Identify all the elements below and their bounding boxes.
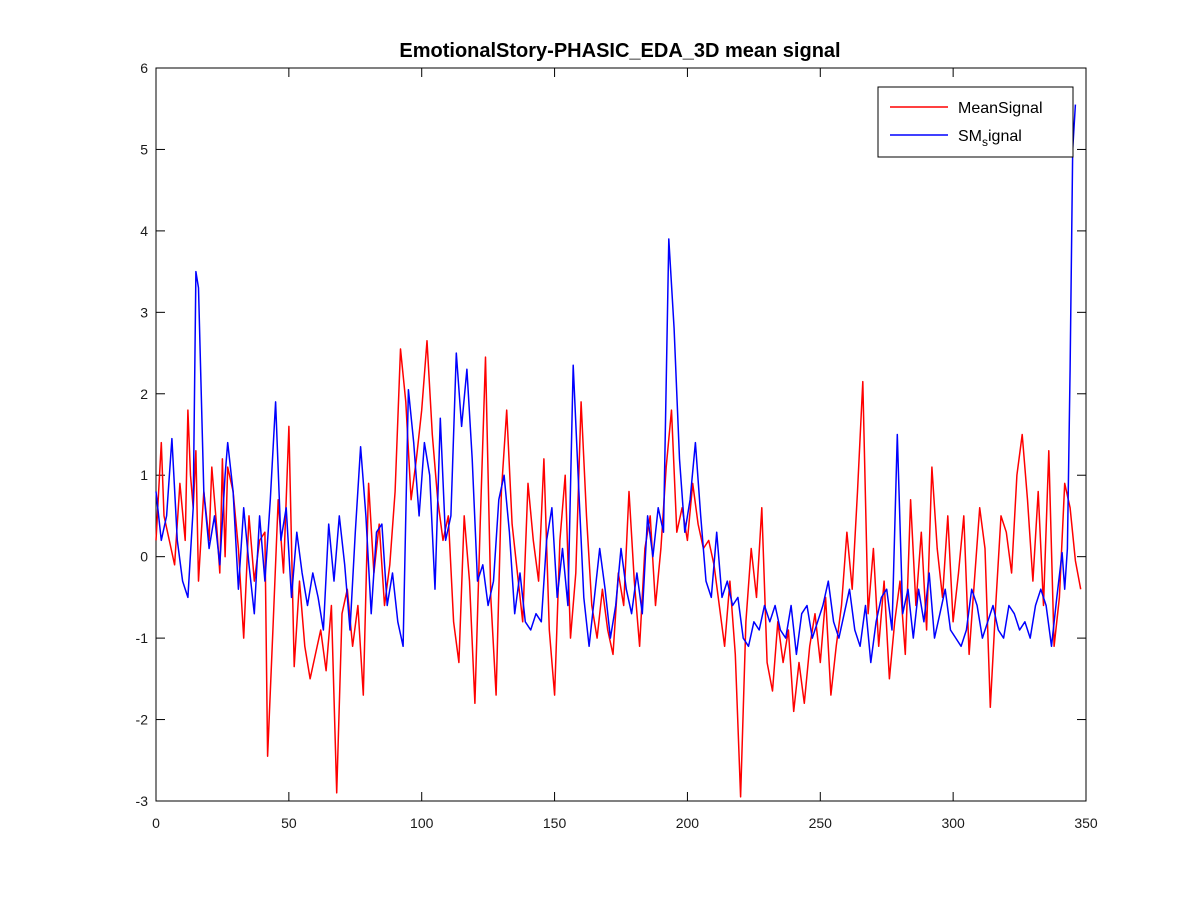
chart-title: EmotionalStory-PHASIC_EDA_3D mean signal bbox=[399, 40, 840, 62]
x-tick-label: 100 bbox=[410, 815, 434, 831]
series-line-1 bbox=[155, 340, 1082, 798]
x-tick-label: 0 bbox=[152, 815, 160, 831]
x-tick-label: 350 bbox=[1074, 815, 1098, 831]
x-tick-label: 300 bbox=[941, 815, 965, 831]
y-tick-label: 3 bbox=[140, 304, 148, 320]
axes-box bbox=[155, 67, 1087, 802]
y-tick-label: 1 bbox=[140, 467, 148, 483]
series-line-2 bbox=[155, 104, 1077, 664]
y-tick-label: 0 bbox=[140, 549, 148, 565]
legend-box bbox=[877, 86, 1074, 158]
y-tick-label: -1 bbox=[136, 630, 149, 646]
legend-label-2: SMsignal bbox=[958, 128, 1022, 149]
x-tick-label: 250 bbox=[809, 815, 833, 831]
y-tick-label: 2 bbox=[140, 386, 148, 402]
y-tick-label: 6 bbox=[140, 60, 148, 76]
legend-label-1: MeanSignal bbox=[958, 100, 1043, 117]
plot-area: 0 50 100 150 200 250 300 350 -3 -2 -1 0 1 2 3 4 5 6 MeanSi… bbox=[136, 60, 1098, 831]
x-tick-label: 200 bbox=[676, 815, 700, 831]
y-tick-label: -2 bbox=[136, 712, 149, 728]
y-tick-label: -3 bbox=[136, 793, 149, 809]
x-tick-label: 150 bbox=[543, 815, 567, 831]
y-tick-label: 4 bbox=[140, 223, 148, 239]
y-tick-label: 5 bbox=[140, 141, 148, 157]
x-tick-label: 50 bbox=[281, 815, 297, 831]
